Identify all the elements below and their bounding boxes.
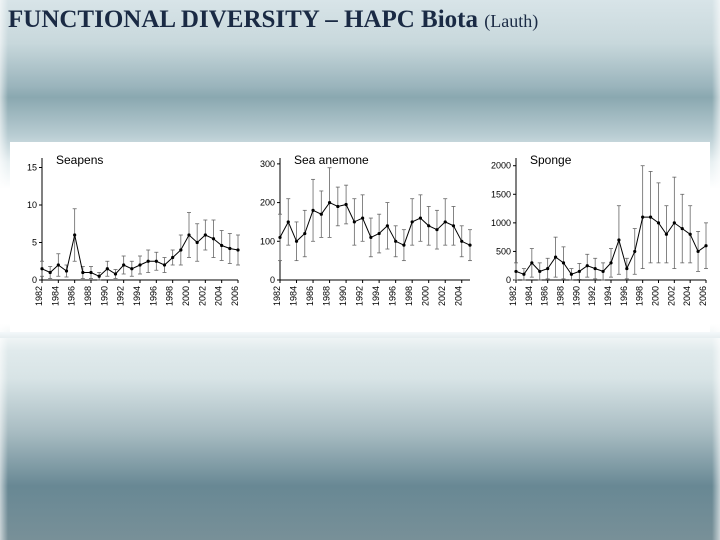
svg-text:1992: 1992 xyxy=(587,286,597,306)
svg-text:1986: 1986 xyxy=(305,286,315,306)
svg-text:2006: 2006 xyxy=(698,286,708,306)
slide-title: FUNCTIONAL DIVERSITY – HAPC Biota (Lauth… xyxy=(8,6,712,34)
svg-text:2000: 2000 xyxy=(421,286,431,306)
svg-text:1000: 1000 xyxy=(491,218,511,228)
svg-text:0: 0 xyxy=(32,275,37,285)
svg-text:1982: 1982 xyxy=(34,286,44,306)
svg-text:0: 0 xyxy=(270,275,275,285)
svg-text:1986: 1986 xyxy=(67,286,77,306)
svg-text:1984: 1984 xyxy=(524,286,534,306)
slide-root: FUNCTIONAL DIVERSITY – HAPC Biota (Lauth… xyxy=(0,0,720,540)
svg-text:2002: 2002 xyxy=(197,286,207,306)
svg-text:1984: 1984 xyxy=(289,286,299,306)
svg-text:1990: 1990 xyxy=(571,286,581,306)
svg-text:1988: 1988 xyxy=(83,286,93,306)
chart-sponge: 0 500 1000 1500 2000 Sponge 1982 1984 1986 1988 19… xyxy=(474,142,710,332)
svg-text:2006: 2006 xyxy=(230,286,240,306)
svg-text:1990: 1990 xyxy=(338,286,348,306)
svg-text:1994: 1994 xyxy=(371,286,381,306)
svg-text:2000: 2000 xyxy=(181,286,191,306)
svg-text:0: 0 xyxy=(506,275,511,285)
svg-text:15: 15 xyxy=(27,163,37,173)
svg-text:1988: 1988 xyxy=(322,286,332,306)
svg-text:2004: 2004 xyxy=(454,286,464,306)
svg-text:2004: 2004 xyxy=(682,286,692,306)
svg-text:1994: 1994 xyxy=(603,286,613,306)
svg-text:Sponge: Sponge xyxy=(530,153,572,167)
svg-text:1982: 1982 xyxy=(508,286,518,306)
svg-text:10: 10 xyxy=(27,200,37,210)
svg-text:1998: 1998 xyxy=(404,286,414,306)
chart-sea-anemone: 0 100 200 300 Sea anemone 1982 1984 1986 1988 199… xyxy=(242,142,474,332)
title-main: FUNCTIONAL DIVERSITY – HAPC Biota xyxy=(8,6,478,33)
charts-panel: 0 5 10 15 Seapens 1982 1984 1986 1988 1990 1992 199… xyxy=(10,142,710,332)
svg-text:1998: 1998 xyxy=(635,286,645,306)
svg-text:1996: 1996 xyxy=(619,286,629,306)
svg-text:1992: 1992 xyxy=(116,286,126,306)
svg-text:1992: 1992 xyxy=(355,286,365,306)
svg-text:100: 100 xyxy=(260,236,275,246)
svg-text:Seapens: Seapens xyxy=(56,153,103,167)
svg-text:200: 200 xyxy=(260,198,275,208)
decoration-stripe xyxy=(0,332,720,338)
svg-text:1998: 1998 xyxy=(165,286,175,306)
svg-text:1986: 1986 xyxy=(540,286,550,306)
decoration-left xyxy=(0,0,8,540)
svg-text:300: 300 xyxy=(260,159,275,169)
decoration-right xyxy=(712,0,720,540)
svg-text:2000: 2000 xyxy=(651,286,661,306)
svg-text:2002: 2002 xyxy=(666,286,676,306)
svg-text:Sea anemone: Sea anemone xyxy=(294,153,369,167)
svg-text:1982: 1982 xyxy=(272,286,282,306)
title-annotation: (Lauth) xyxy=(484,11,538,31)
chart-seapens: 0 5 10 15 Seapens 1982 1984 1986 1988 1990 1992 199… xyxy=(10,142,242,332)
svg-text:1990: 1990 xyxy=(99,286,109,306)
svg-text:2000: 2000 xyxy=(491,161,511,171)
svg-text:1988: 1988 xyxy=(556,286,566,306)
svg-text:1984: 1984 xyxy=(50,286,60,306)
svg-text:5: 5 xyxy=(32,238,37,248)
svg-text:2002: 2002 xyxy=(437,286,447,306)
svg-text:1500: 1500 xyxy=(491,189,511,199)
svg-text:500: 500 xyxy=(496,246,511,256)
svg-text:2004: 2004 xyxy=(214,286,224,306)
svg-text:1994: 1994 xyxy=(132,286,142,306)
svg-text:1996: 1996 xyxy=(388,286,398,306)
svg-text:1996: 1996 xyxy=(148,286,158,306)
